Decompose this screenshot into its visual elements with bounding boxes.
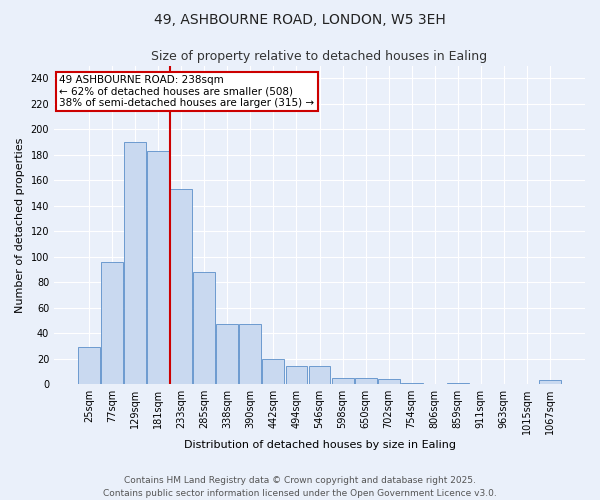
Bar xyxy=(217,324,238,384)
Bar xyxy=(377,379,400,384)
Bar xyxy=(170,189,192,384)
Title: Size of property relative to detached houses in Ealing: Size of property relative to detached ho… xyxy=(151,50,488,63)
Bar xyxy=(78,347,100,384)
Y-axis label: Number of detached properties: Number of detached properties xyxy=(15,137,25,312)
Bar xyxy=(262,358,284,384)
Bar xyxy=(355,378,377,384)
Bar xyxy=(539,380,561,384)
Text: 49, ASHBOURNE ROAD, LONDON, W5 3EH: 49, ASHBOURNE ROAD, LONDON, W5 3EH xyxy=(154,12,446,26)
Bar xyxy=(308,366,331,384)
Bar xyxy=(124,142,146,384)
X-axis label: Distribution of detached houses by size in Ealing: Distribution of detached houses by size … xyxy=(184,440,455,450)
Bar xyxy=(239,324,262,384)
Bar xyxy=(447,383,469,384)
Bar xyxy=(401,383,422,384)
Bar xyxy=(193,272,215,384)
Bar xyxy=(101,262,123,384)
Text: 49 ASHBOURNE ROAD: 238sqm
← 62% of detached houses are smaller (508)
38% of semi: 49 ASHBOURNE ROAD: 238sqm ← 62% of detac… xyxy=(59,75,314,108)
Bar xyxy=(147,151,169,384)
Bar xyxy=(286,366,307,384)
Bar xyxy=(332,378,353,384)
Text: Contains HM Land Registry data © Crown copyright and database right 2025.
Contai: Contains HM Land Registry data © Crown c… xyxy=(103,476,497,498)
